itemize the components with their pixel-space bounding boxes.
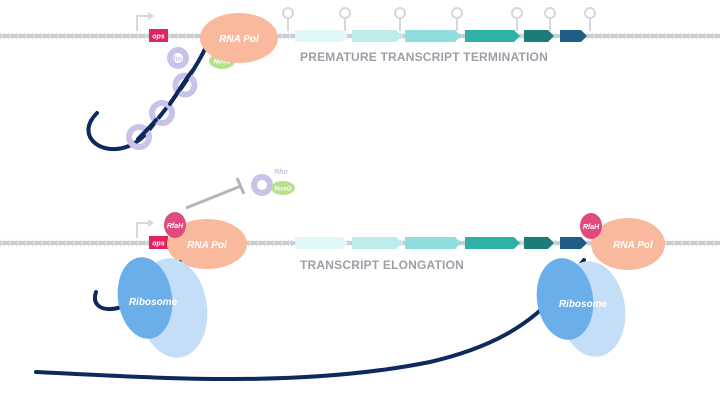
- top-caption: PREMATURE TRANSCRIPT TERMINATION: [300, 50, 548, 64]
- rho-label: Rho: [168, 56, 182, 63]
- hairpin: [585, 8, 595, 31]
- gene-arrow: [295, 30, 348, 42]
- gene-arrow: [524, 237, 554, 249]
- rfah-left-label: RfaH: [167, 223, 184, 230]
- ops-label-bottom: ops: [152, 241, 165, 248]
- free-rho-ring: [254, 177, 270, 193]
- free-nusg-label: NusG: [274, 186, 291, 193]
- gene-arrow: [465, 30, 520, 42]
- hairpin: [283, 8, 293, 31]
- gene-arrow: [465, 237, 520, 249]
- terminator-hairpins: [283, 8, 595, 31]
- ops-label: ops: [152, 34, 165, 41]
- bottom-promoter-arrow: [137, 219, 154, 238]
- ribosome-right-label: Ribosome: [559, 299, 608, 310]
- top-promoter-arrow: [137, 12, 154, 31]
- rna-pol-left-label: RNA Pol: [187, 240, 227, 251]
- rfah-right-label: RfaH: [583, 224, 600, 231]
- inhibition-symbol: [186, 178, 244, 208]
- gene-arrow: [295, 237, 348, 249]
- rna-pol-right-label: RNA Pol: [613, 240, 653, 251]
- bottom-caption: TRANSCRIPT ELONGATION: [300, 258, 464, 272]
- gene-arrow: [352, 30, 402, 42]
- hairpin: [545, 8, 555, 31]
- gene-arrow: [560, 30, 587, 42]
- hairpin: [340, 8, 350, 31]
- ribosome-left-label: Ribosome: [129, 297, 178, 308]
- hairpin: [452, 8, 462, 31]
- free-rho-label: Rho: [274, 169, 288, 176]
- gene-arrow: [560, 237, 587, 249]
- ops-site: ops: [149, 29, 168, 42]
- gene-arrow: [352, 237, 402, 249]
- gene-arrow: [405, 237, 461, 249]
- gene-arrow: [524, 30, 554, 42]
- hairpin: [512, 8, 522, 31]
- bottom-genes: [295, 237, 587, 249]
- rna-pol-label: RNA Pol: [219, 34, 259, 45]
- rho-ring-stack: [129, 50, 195, 147]
- mrna-strand-right: [36, 260, 584, 379]
- hairpin: [395, 8, 405, 31]
- gene-arrow: [405, 30, 461, 42]
- top-genes: [295, 30, 587, 42]
